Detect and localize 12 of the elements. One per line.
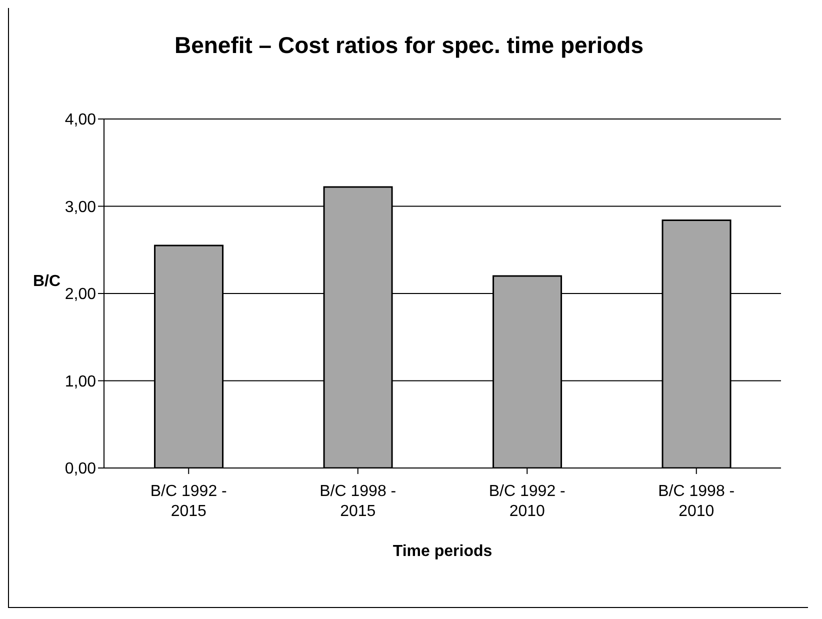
x-tick-label: B/C 1998 - 2015 xyxy=(320,483,396,520)
y-tick-label: 3,00 xyxy=(64,198,96,216)
y-tick-label: 4,00 xyxy=(64,112,96,129)
y-axis-title: B/C xyxy=(33,273,61,291)
x-axis-title: Time periods xyxy=(392,543,494,561)
y-tick-label: 2,00 xyxy=(64,286,96,304)
y-tick-label: 1,00 xyxy=(64,373,96,390)
x-tick-label: B/C 1998 - 2010 xyxy=(658,483,735,520)
x-tick-label: B/C 1992 - 2015 xyxy=(150,483,227,520)
chart-title: Benefit – Cost ratios for spec. time periods xyxy=(173,32,645,59)
y-tick-label: 0,00 xyxy=(64,460,96,478)
x-tick-label: B/C 1992 - 2010 xyxy=(488,483,566,520)
